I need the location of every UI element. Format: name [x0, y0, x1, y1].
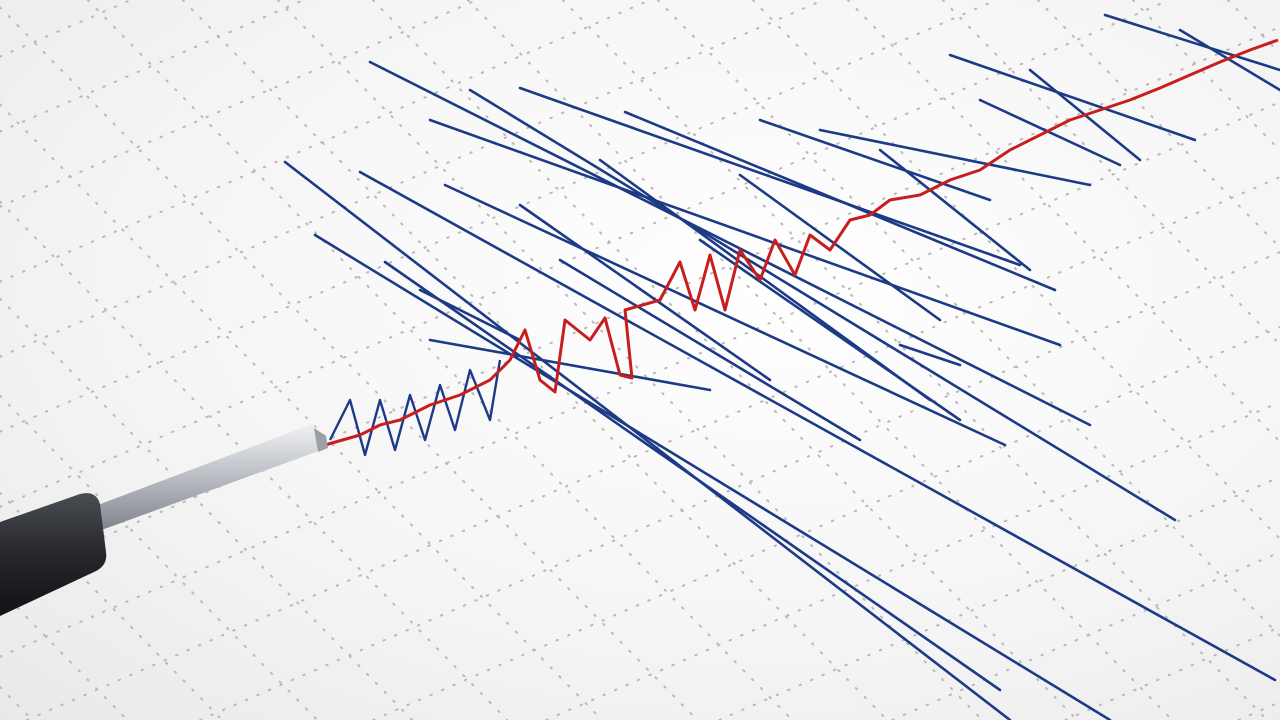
blue-stroke	[738, 173, 942, 322]
red-trace	[324, 38, 1279, 447]
blue-stroke	[368, 60, 1092, 427]
grid-dot-line	[545, 401, 1280, 720]
blue-stroke	[878, 148, 1032, 272]
blue-stroke	[898, 343, 962, 367]
grid-dot-line	[25, 176, 1280, 720]
blue-stroke	[818, 128, 1092, 187]
grid-dot-line	[1131, 0, 1280, 152]
blue-stroke	[948, 53, 1197, 142]
grid-dot-line	[751, 0, 1280, 540]
blue-stroke	[558, 258, 862, 442]
grid-dot-line	[941, 0, 1280, 346]
pen	[0, 424, 328, 616]
blue-stroke	[358, 170, 1277, 682]
grid-dot-line	[891, 551, 1280, 720]
blue-stroke	[1178, 28, 1280, 92]
grid-dot-line	[181, 0, 889, 720]
blue-stroke	[418, 288, 522, 342]
grid-dot-line	[466, 0, 1174, 720]
grid-dot-line	[561, 0, 1269, 720]
blue-stroke	[313, 233, 1112, 720]
blue-stroke	[428, 338, 712, 392]
grid-dot-line	[846, 0, 1280, 443]
pen-body	[0, 493, 107, 616]
blue-stroke	[978, 98, 1122, 167]
grid-dot-line	[276, 0, 984, 720]
grid-dot-line	[0, 26, 1280, 583]
grid-dot-line	[1226, 0, 1280, 55]
pen-tip	[314, 428, 328, 452]
blue-stroke	[428, 118, 1062, 347]
grid-dot-line	[86, 0, 794, 720]
pen-shaft	[90, 424, 322, 532]
blue-zigzag	[328, 359, 502, 457]
blue-stroke	[468, 88, 1177, 522]
grid-dot-line	[0, 686, 34, 720]
grid-dot-line	[0, 0, 1171, 508]
blue-stroke	[698, 238, 962, 422]
blue-stroke	[383, 260, 1002, 692]
grid-dot-line	[0, 491, 224, 720]
grid-dot-line	[0, 0, 478, 208]
grid-dot-line	[0, 0, 305, 133]
grid-dot-line	[1237, 701, 1280, 720]
grid-dot-line	[0, 103, 604, 720]
blue-stroke	[283, 160, 1012, 720]
grid-dot-line	[656, 0, 1280, 637]
grid-dot-line	[0, 101, 1280, 658]
blue-stroke	[623, 110, 1057, 292]
blue-trace	[283, 13, 1280, 720]
blue-stroke	[443, 183, 1007, 447]
grid-dot-line	[371, 0, 1079, 720]
blue-stroke	[518, 86, 1022, 267]
grid-dot-line	[0, 589, 129, 720]
grid-dot-line	[718, 476, 1280, 720]
grid-dot-line	[1036, 0, 1280, 249]
blue-stroke	[758, 118, 992, 202]
grid-dot-line	[0, 0, 132, 58]
grid-dot-line	[199, 251, 1280, 720]
grid-dot-line	[0, 394, 319, 720]
blue-stroke	[518, 203, 772, 382]
grid-dot-line	[1064, 626, 1280, 720]
grid-dot-line	[0, 0, 825, 358]
grid-dot-line	[372, 326, 1280, 720]
blue-stroke	[1103, 13, 1280, 72]
